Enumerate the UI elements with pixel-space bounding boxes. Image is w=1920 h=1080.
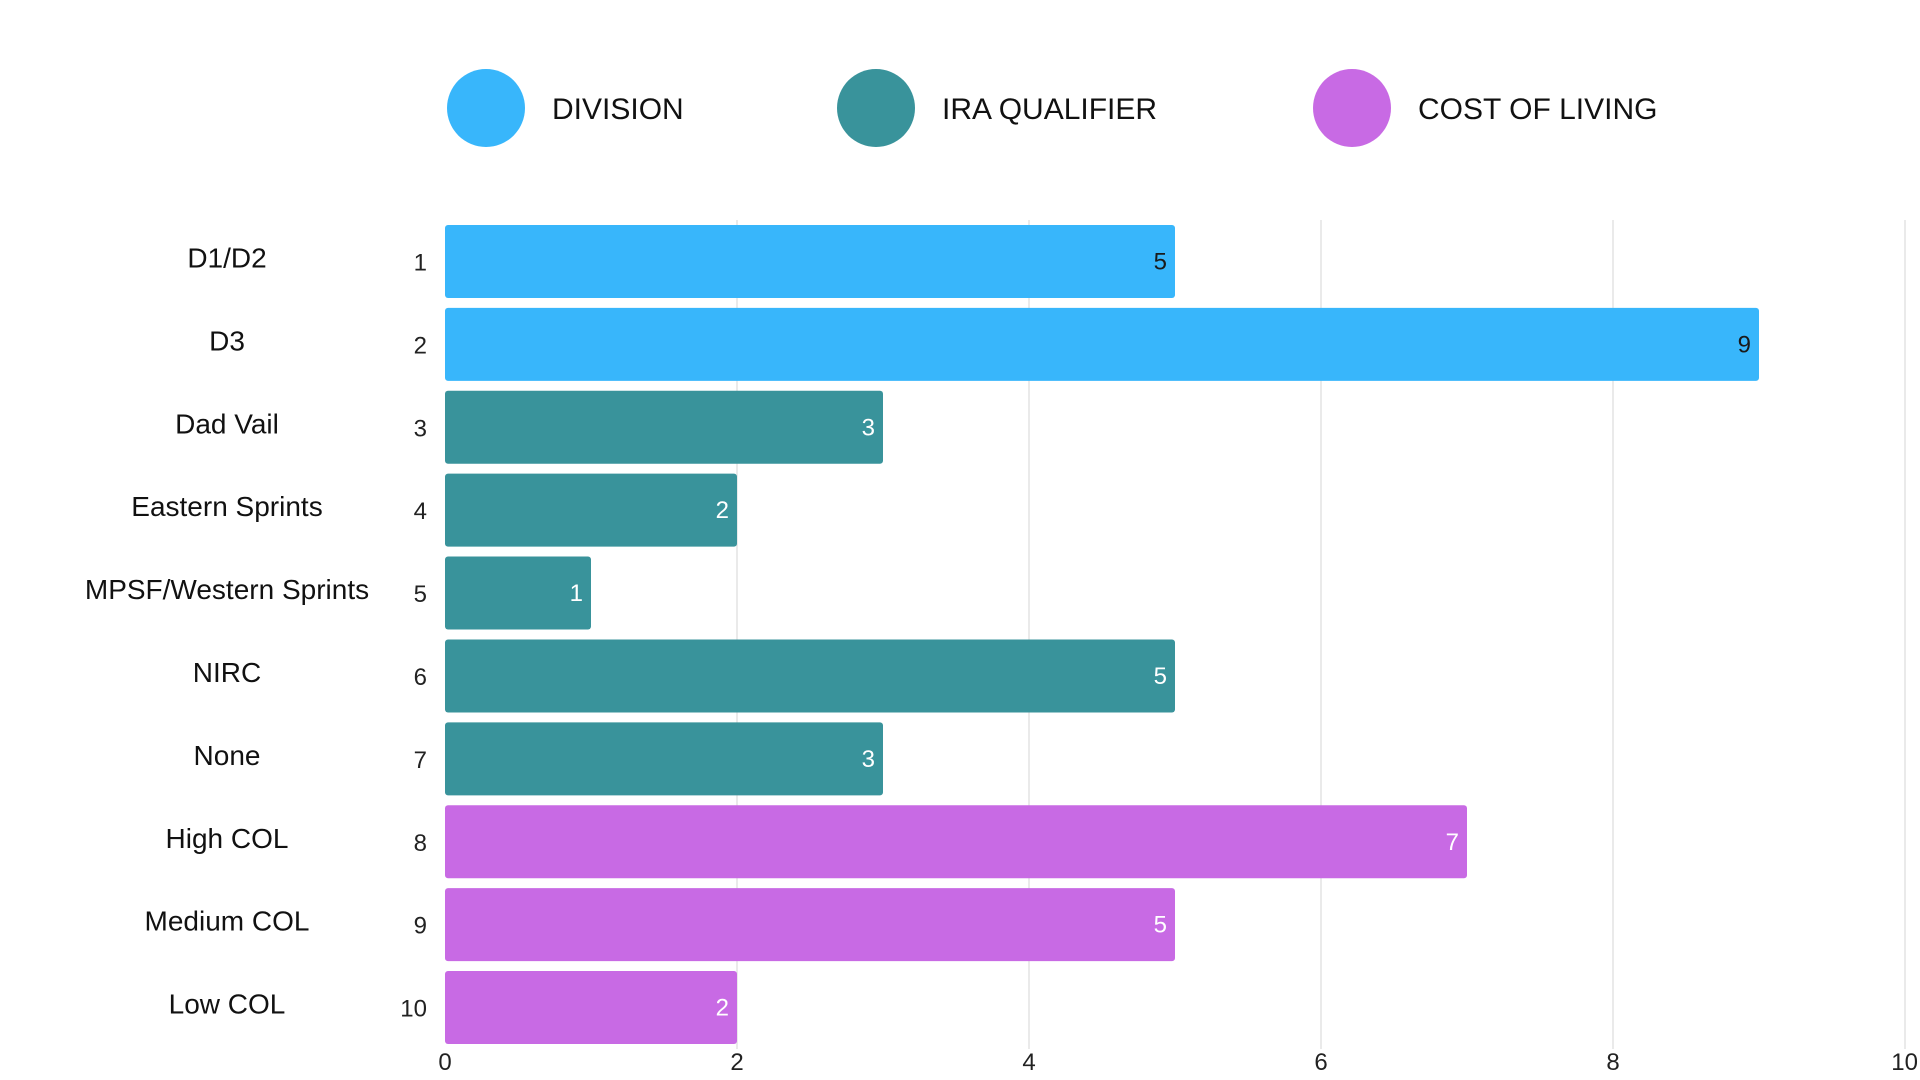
x-tick-label: 4	[1022, 1049, 1035, 1076]
legend: DIVISION IRA QUALIFIER COST OF LIVING	[447, 69, 1658, 147]
bars: 5 9 3 2 1 5 3 7 5 2	[445, 224, 1759, 1045]
index-label: 8	[414, 830, 427, 857]
legend-swatch-ira	[837, 69, 915, 147]
bar	[445, 888, 1175, 962]
bar-value-label: 1	[570, 580, 583, 607]
category-labels: D1/D2 1 D3 2 Dad Vail 3 Eastern Sprints 4 MPSF/W…	[85, 242, 427, 1022]
x-tick-label: 8	[1606, 1049, 1619, 1076]
bar-row-2: 9	[445, 307, 1759, 381]
bar	[445, 224, 1175, 298]
bar	[445, 556, 591, 630]
legend-item-division: DIVISION	[447, 69, 684, 147]
bar-value-label: 7	[1446, 829, 1459, 856]
x-axis-ticks: 0 2 4 6 8 10	[438, 1049, 1918, 1076]
bar-row-8: 7	[445, 805, 1467, 879]
bar	[445, 390, 883, 464]
bar	[445, 722, 883, 796]
bar-value-label: 2	[716, 995, 729, 1022]
index-label: 3	[414, 415, 427, 442]
index-label: 5	[414, 581, 427, 608]
bar-row-4: 2	[445, 473, 737, 547]
legend-item-ira: IRA QUALIFIER	[837, 69, 1157, 147]
legend-label-ira: IRA QUALIFIER	[942, 93, 1157, 126]
category-label: Eastern Sprints	[131, 491, 322, 522]
index-label: 1	[414, 249, 427, 276]
index-label: 7	[414, 747, 427, 774]
index-label: 2	[414, 332, 427, 359]
bar	[445, 639, 1175, 713]
index-label: 9	[414, 913, 427, 940]
bar-value-label: 5	[1154, 663, 1167, 690]
bar-value-label: 5	[1154, 248, 1167, 275]
bar-row-3: 3	[445, 390, 883, 464]
category-label: High COL	[166, 823, 289, 854]
legend-item-col: COST OF LIVING	[1313, 69, 1658, 147]
category-label: None	[194, 740, 261, 771]
bar-value-label: 2	[716, 497, 729, 524]
index-label: 4	[414, 498, 427, 525]
legend-label-col: COST OF LIVING	[1418, 93, 1658, 126]
category-label: NIRC	[193, 657, 261, 688]
bar	[445, 971, 737, 1045]
x-tick-label: 10	[1891, 1049, 1918, 1076]
category-label: Dad Vail	[175, 408, 279, 439]
bar-value-label: 3	[862, 746, 875, 773]
x-tick-label: 2	[730, 1049, 743, 1076]
bar	[445, 805, 1467, 879]
legend-swatch-col	[1313, 69, 1391, 147]
category-label: Low COL	[169, 989, 286, 1020]
index-label: 10	[400, 996, 427, 1023]
legend-label-division: DIVISION	[552, 93, 684, 126]
bar	[445, 307, 1759, 381]
legend-swatch-division	[447, 69, 525, 147]
category-label: Medium COL	[145, 906, 310, 937]
bar-value-label: 5	[1154, 912, 1167, 939]
bar-row-9: 5	[445, 888, 1175, 962]
bar-row-7: 3	[445, 722, 883, 796]
bar-row-5: 1	[445, 556, 591, 630]
bar-value-label: 3	[862, 414, 875, 441]
x-tick-label: 0	[438, 1049, 451, 1076]
category-label: MPSF/Western Sprints	[85, 574, 369, 605]
x-tick-label: 6	[1314, 1049, 1327, 1076]
bar-value-label: 9	[1738, 331, 1751, 358]
bar-row-1: 5	[445, 224, 1175, 298]
bar-row-10: 2	[445, 971, 737, 1045]
bar-row-6: 5	[445, 639, 1175, 713]
index-label: 6	[414, 664, 427, 691]
bar	[445, 473, 737, 547]
category-label: D3	[209, 325, 245, 356]
category-label: D1/D2	[187, 242, 266, 273]
